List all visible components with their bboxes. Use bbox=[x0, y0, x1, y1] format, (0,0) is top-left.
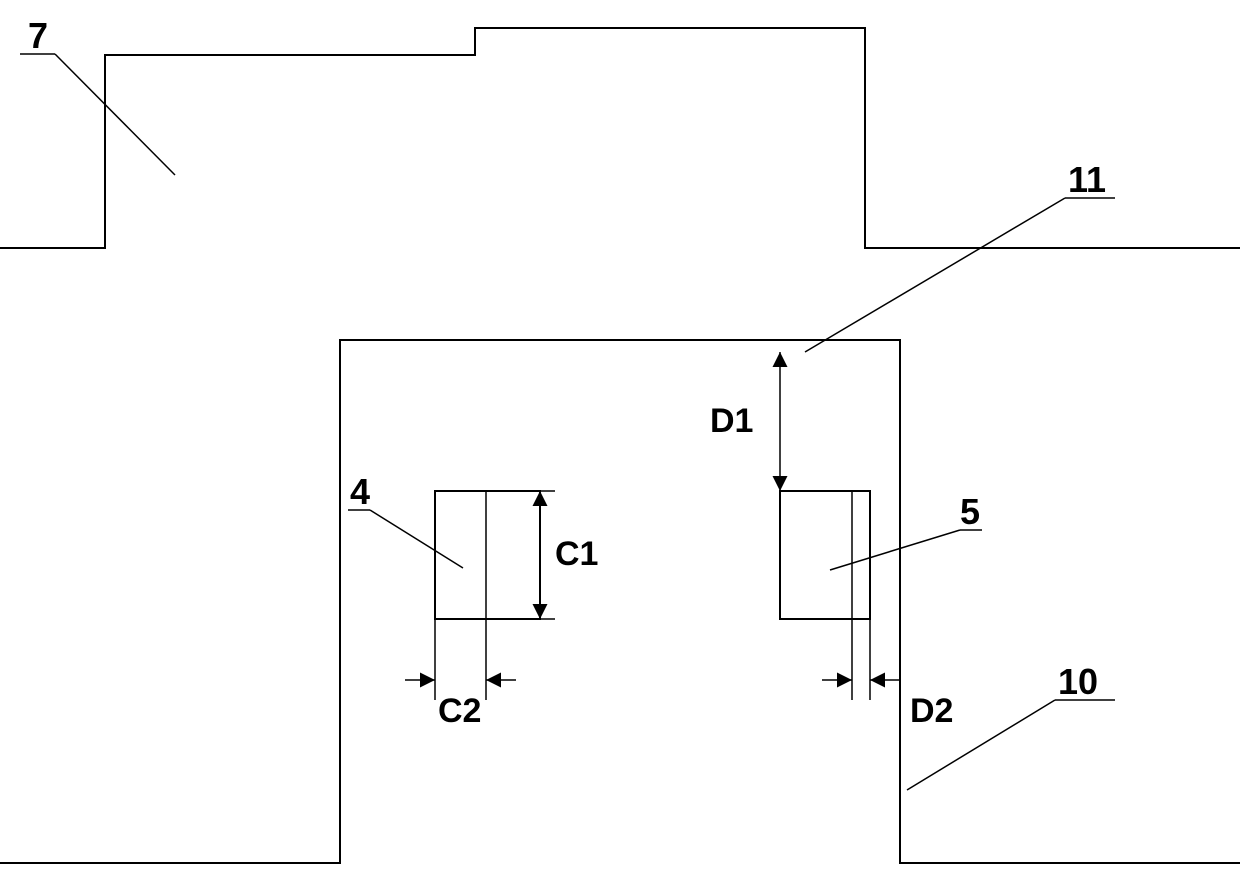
label-11: 11 bbox=[1068, 159, 1106, 200]
leader-4 bbox=[370, 510, 463, 568]
label-7: 7 bbox=[28, 15, 48, 56]
leader-5 bbox=[830, 530, 960, 570]
leader-11 bbox=[805, 198, 1065, 352]
upper-outline bbox=[0, 28, 1240, 248]
label-c2: C2 bbox=[438, 692, 481, 730]
label-d2: D2 bbox=[910, 692, 953, 730]
rect-4 bbox=[435, 491, 540, 619]
leader-7 bbox=[55, 54, 175, 175]
label-c1: C1 bbox=[555, 535, 598, 573]
label-4: 4 bbox=[350, 471, 370, 512]
label-d1: D1 bbox=[710, 402, 753, 440]
lower-outline bbox=[0, 340, 1240, 863]
label-10: 10 bbox=[1058, 661, 1098, 702]
rect-5 bbox=[780, 491, 870, 619]
label-5: 5 bbox=[960, 491, 980, 532]
